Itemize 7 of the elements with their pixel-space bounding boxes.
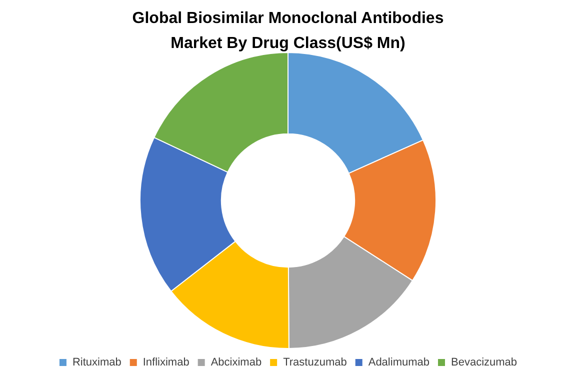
legend-label: Abciximab [210, 356, 262, 369]
legend-label: Rituximab [72, 356, 122, 369]
legend-label: Infliximab [142, 356, 190, 369]
legend-label: Bevacizumab [450, 356, 518, 369]
legend-label: Adalimumab [368, 356, 430, 369]
chart-title: Global Biosimilar Monoclonal Antibodies Market By Drug Class(US$ Mn) [131, 9, 445, 54]
legend-label: Trastuzumab [283, 356, 347, 369]
